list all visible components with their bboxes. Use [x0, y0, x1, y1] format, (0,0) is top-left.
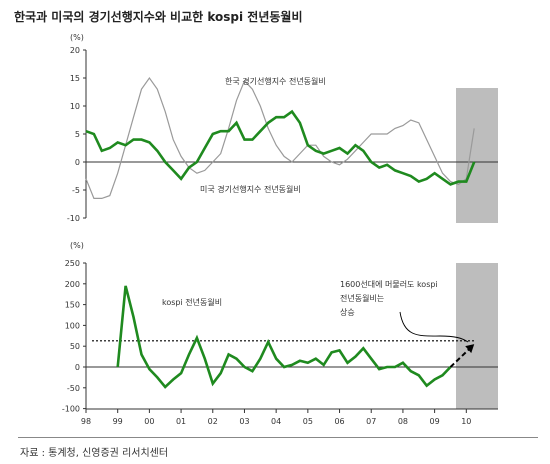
- series-us-leading-index: [85, 109, 476, 186]
- top-y-tick-label: -5: [72, 186, 80, 195]
- bottom-y-tick-label: 50: [70, 342, 80, 351]
- bottom-y-tick-label: 200: [65, 280, 80, 289]
- bottom-y-tick-label: -100: [62, 405, 80, 414]
- bottom-unit-label: (%): [70, 241, 84, 250]
- top-y-tick-label: 10: [70, 102, 80, 111]
- top-y-tick-label: 20: [70, 46, 80, 55]
- top-y-tick-label: 15: [70, 74, 80, 83]
- series-kospi-yoy: [116, 285, 452, 389]
- chart-title: 한국과 미국의 경기선행지수와 비교한 kospi 전년동월비: [14, 10, 303, 24]
- annotation-note-line3: 상승: [340, 307, 355, 317]
- projection-arrow-line: [449, 347, 471, 368]
- annotation-us: 미국 경기선행지수 전년동월비: [200, 184, 301, 194]
- bottom-y-tick-label: 150: [65, 301, 80, 310]
- x-tick-label: 05: [303, 417, 313, 426]
- x-tick-label: 04: [271, 417, 281, 426]
- x-tick-label: 09: [430, 417, 440, 426]
- x-tick-label: 00: [144, 417, 154, 426]
- x-tick-label: 07: [366, 417, 376, 426]
- shaded-region-top: [456, 88, 498, 223]
- annotation-kospi: kospi 전년동월비: [162, 297, 222, 307]
- bottom-y-tick-label: 100: [65, 321, 80, 330]
- annotation-note-line1: 1600선대에 머물러도 kospi: [340, 280, 438, 289]
- annotation-korea: 한국 경기선행지수 전년동월비: [225, 76, 326, 86]
- bottom-y-tick-label: -50: [67, 384, 80, 393]
- annotation-note-line2: 전년동월비는: [340, 293, 384, 303]
- x-tick-label: 06: [334, 417, 344, 426]
- top-unit-label: (%): [70, 33, 84, 42]
- x-tick-label: 08: [398, 417, 408, 426]
- x-tick-label: 98: [81, 417, 91, 426]
- x-tick-label: 10: [461, 417, 471, 426]
- projection-arrowhead: [465, 344, 475, 354]
- x-tick-label: 02: [208, 417, 218, 426]
- top-y-tick-label: 0: [75, 158, 80, 167]
- x-tick-label: 03: [239, 417, 249, 426]
- series-korea-leading-index: [85, 76, 475, 199]
- top-y-tick-label: 5: [75, 130, 80, 139]
- source-note: 자료 : 통계청, 신영증권 리서치센터: [20, 448, 169, 459]
- annotation-connector: [399, 311, 469, 343]
- footer-divider: [18, 437, 538, 438]
- bottom-y-tick-label: 250: [65, 259, 80, 268]
- bottom-y-tick-label: 0: [75, 363, 80, 372]
- shaded-region-bottom: [456, 263, 498, 409]
- top-y-tick-label: -10: [67, 214, 80, 223]
- x-tick-label: 01: [176, 417, 186, 426]
- x-tick-label: 99: [113, 417, 123, 426]
